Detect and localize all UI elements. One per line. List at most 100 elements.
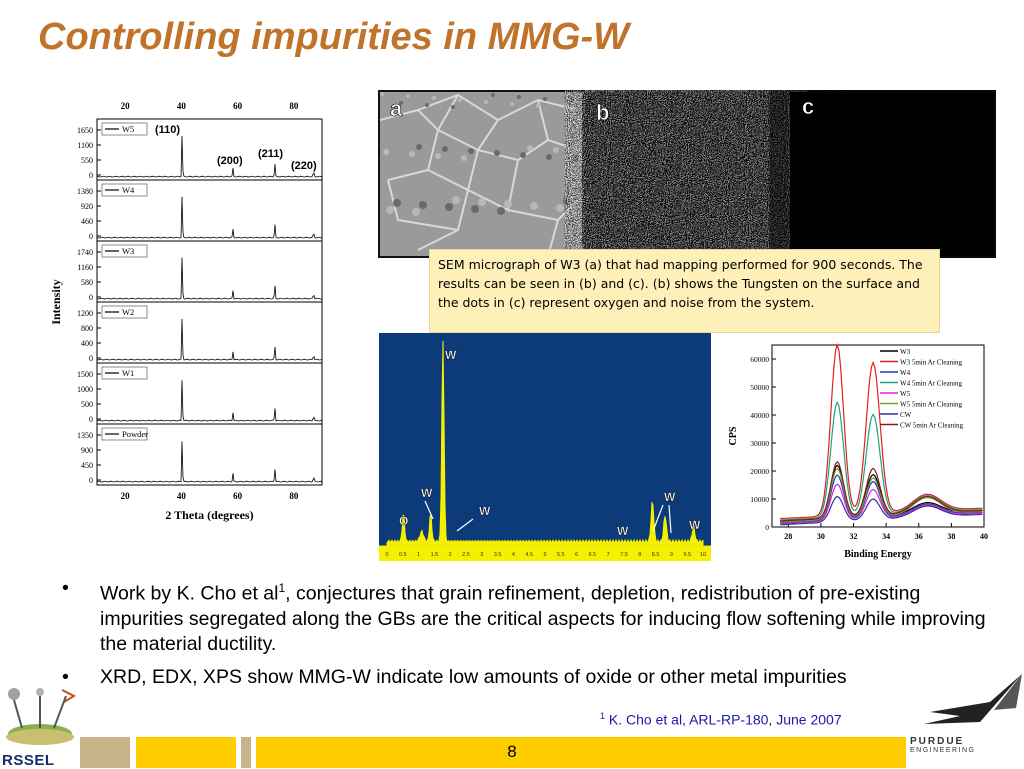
rssel-logo-text: RSSEL	[2, 752, 55, 769]
slide-title: Controlling impurities in MMG-W	[38, 16, 630, 58]
xrd-bottom-tick: 80	[289, 491, 299, 501]
edx-peak-label: W	[479, 504, 491, 518]
xrd-y-tick: 0	[89, 232, 93, 241]
sem-micrographs: a b c	[378, 90, 996, 258]
bullet-text: XRD, EDX, XPS show MMG-W indicate low am…	[100, 665, 847, 688]
edx-axis-tick: 10	[700, 552, 706, 558]
xps-legend-label: W3	[900, 348, 911, 356]
edx-axis-tick: 8	[638, 552, 641, 558]
xps-series-line	[780, 342, 983, 520]
xrd-y-tick: 1000	[77, 385, 93, 394]
xps-y-tick: 0	[765, 523, 769, 532]
xps-series-line	[780, 400, 983, 521]
footer-bar	[256, 737, 906, 768]
edx-axis-tick: 2	[449, 552, 452, 558]
bullet-dot: •	[62, 665, 69, 688]
sem-label-a: a	[390, 96, 403, 121]
edx-axis-tick: 1	[417, 552, 420, 558]
xrd-spectrum-line	[96, 380, 323, 422]
footer-block-1	[80, 737, 130, 768]
xrd-legend	[101, 122, 148, 136]
rssel-logo-icon	[6, 688, 77, 745]
edx-peak-label: W	[689, 518, 701, 532]
xrd-y-tick: 0	[89, 476, 93, 485]
xps-series-line	[780, 467, 983, 523]
edx-peak-label: O	[399, 514, 408, 528]
edx-axis-tick: 9.5	[683, 552, 691, 558]
edx-axis-tick: 2.5	[462, 552, 470, 558]
xrd-y-tick: 1200	[77, 309, 93, 318]
reference-number: 1	[600, 711, 606, 721]
xrd-top-tick: 60	[233, 101, 243, 111]
purdue-logo-icon	[924, 674, 1022, 724]
reference-note: 1 K. Cho et al, ARL-RP-180, June 2007	[600, 711, 842, 728]
edx-spectrum: 0 0.5 1 1.5 2 2.5 3 3.5 4 4.5 5 5.5 6 6.5 7 7.5 8 8.5 9 9.5…	[379, 333, 711, 561]
xrd-y-tick: 800	[81, 324, 93, 333]
xrd-y-tick: 1100	[77, 141, 93, 150]
sem-image-a	[379, 92, 582, 257]
xps-x-tick: 32	[850, 532, 858, 541]
bullet-item: • XRD, EDX, XPS show MMG-W indicate low …	[58, 665, 1008, 690]
xrd-peak-label: (220)	[291, 160, 317, 172]
edx-arrow	[424, 500, 434, 520]
edx-spectrum-line	[386, 340, 704, 547]
xps-x-tick: 40	[980, 532, 988, 541]
xrd-y-tick: 1650	[77, 126, 93, 135]
xrd-spectrum-line	[96, 196, 323, 239]
xps-series-line	[780, 483, 983, 525]
edx-arrow	[652, 504, 664, 532]
xps-xlabel: Binding Energy	[844, 549, 912, 560]
xrd-legend	[101, 305, 148, 319]
edx-axis-tick: 1.5	[431, 552, 439, 558]
xrd-y-tick: 1160	[77, 263, 93, 272]
sem-label-b: b	[596, 100, 609, 125]
xrd-y-tick: 1350	[77, 431, 93, 440]
xrd-spectrum-line	[96, 135, 323, 178]
edx-peak-label: W	[445, 348, 457, 362]
sem-caption: SEM micrograph of W3 (a) that had mappin…	[429, 249, 940, 333]
xrd-y-tick: 0	[89, 293, 93, 302]
xps-y-tick: 20000	[750, 467, 769, 476]
footer-block-3	[241, 737, 251, 768]
xrd-y-tick: 500	[81, 400, 93, 409]
edx-peak-label: W	[617, 524, 629, 538]
xrd-y-tick: 1380	[77, 187, 93, 196]
xrd-y-tick: 920	[81, 202, 93, 211]
xrd-y-tick: 0	[89, 415, 93, 424]
citation-superscript: 1	[278, 581, 286, 595]
xps-x-tick: 36	[915, 532, 923, 541]
edx-axis-tick: 7.5	[620, 552, 628, 558]
xrd-bottom-tick: 40	[177, 491, 187, 501]
xrd-y-tick: 580	[81, 278, 93, 287]
xrd-top-tick: 80	[289, 101, 299, 111]
xrd-bottom-tick: 60	[233, 491, 243, 501]
xps-legend-label: W3 5min Ar Cleaning	[900, 359, 963, 367]
edx-axis-tick: 0	[385, 552, 388, 558]
xrd-y-tick: 450	[81, 461, 93, 470]
edx-axis-tick: 7	[607, 552, 610, 558]
edx-axis-tick: 0.5	[399, 552, 407, 558]
xrd-panel	[96, 423, 323, 486]
xrd-spectrum-line	[96, 318, 323, 361]
xrd-legend	[101, 366, 148, 380]
edx-axis-tick: 4	[512, 552, 515, 558]
xrd-legend	[101, 427, 148, 441]
xrd-y-tick: 550	[81, 156, 93, 165]
edx-axis-tick: 4.5	[525, 552, 533, 558]
xrd-spectrum-line	[96, 257, 323, 300]
edx-peak-label: W	[421, 486, 433, 500]
xrd-y-tick: 1740	[77, 248, 93, 257]
sem-label-c: c	[802, 94, 814, 119]
xrd-y-tick: 400	[81, 339, 93, 348]
xps-x-tick: 34	[882, 532, 890, 541]
xps-y-tick: 40000	[750, 411, 769, 420]
xps-series-line	[780, 474, 983, 524]
xps-ylabel: CPS	[728, 426, 739, 445]
xps-legend-label: W5 5min Ar Cleaning	[900, 401, 963, 409]
xps-x-tick: 38	[947, 532, 955, 541]
xrd-legend	[101, 244, 148, 258]
xrd-y-tick: 900	[81, 446, 93, 455]
footer-block-2	[136, 737, 236, 768]
xps-x-tick: 28	[784, 532, 792, 541]
reference-text: K. Cho et al, ARL-RP-180, June 2007	[605, 711, 842, 728]
